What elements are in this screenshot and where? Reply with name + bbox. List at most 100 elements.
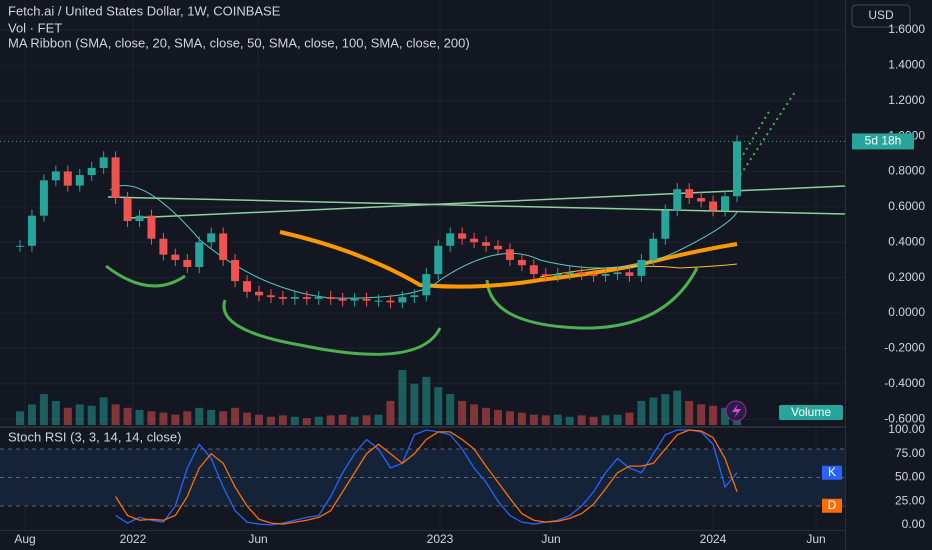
candle [123, 198, 132, 222]
candle [733, 141, 741, 197]
volume-bar [577, 415, 586, 425]
candle [661, 210, 670, 239]
price-tick-label: -0.2000 [884, 341, 925, 355]
countdown: 5d 18h [865, 134, 902, 148]
time-tick-label: 2024 [700, 532, 727, 546]
volume-bar [266, 416, 275, 425]
volume-bar [278, 415, 287, 425]
volume-bar [338, 414, 347, 425]
candle [195, 242, 204, 268]
flash-icon[interactable] [732, 404, 741, 418]
drawings [105, 91, 846, 356]
volume-bar [39, 394, 48, 425]
candle [482, 242, 491, 246]
currency[interactable]: USD [868, 8, 894, 22]
candle [338, 298, 347, 301]
volume-bar [147, 411, 156, 425]
curve [105, 264, 186, 288]
curve [485, 267, 699, 330]
d-label: D [828, 498, 837, 512]
price-tick-label: 1.2000 [888, 93, 925, 107]
currency-button[interactable] [851, 4, 911, 28]
candle [709, 201, 718, 211]
candle [350, 298, 359, 301]
candle [541, 274, 550, 276]
candle [243, 281, 252, 292]
d-tag [822, 498, 842, 513]
axis-border [845, 0, 846, 550]
candle [290, 297, 299, 299]
price-tick-label: 0.4000 [888, 234, 925, 248]
volume-bar [243, 412, 252, 425]
candle [374, 300, 383, 302]
candle [517, 259, 526, 266]
stoch-band [0, 449, 845, 506]
volume-bar [16, 411, 24, 425]
volume-bar [458, 400, 467, 425]
volume-bar [398, 370, 407, 425]
volume-bar [350, 416, 359, 425]
time-tick-label: Jun [806, 532, 825, 546]
volume-bar [63, 407, 72, 425]
volume-bar [195, 407, 204, 425]
candle [386, 300, 395, 303]
stoch-tick-label: 50.00 [895, 470, 925, 484]
volume-bar [207, 409, 216, 425]
volume-tag [779, 405, 843, 420]
volume-bar [422, 376, 431, 425]
candle [697, 198, 706, 202]
volume-bar [326, 415, 335, 425]
stoch-k [115, 429, 738, 526]
volume-bar [529, 414, 538, 425]
stoch-d [115, 429, 738, 525]
volume-bar [505, 411, 514, 425]
candle [87, 167, 96, 176]
candle [278, 297, 287, 299]
volume-bar [290, 416, 299, 425]
time-tick-label: 2023 [427, 532, 454, 546]
candle [326, 297, 335, 299]
volume-bar [434, 387, 443, 425]
volume-bar [649, 397, 658, 425]
time-tick-label: Jun [541, 532, 560, 546]
volume-bar [541, 415, 550, 425]
volume-bar [721, 407, 730, 425]
candle [649, 238, 658, 260]
candle [625, 272, 634, 276]
candle [721, 196, 730, 211]
candle [577, 272, 586, 275]
volume-bar [386, 400, 395, 425]
candle [207, 233, 216, 243]
price-tick-label: 0.8000 [888, 164, 925, 178]
volume-bar [183, 411, 192, 425]
candle [529, 265, 538, 275]
volume-bar [709, 405, 718, 425]
candle [147, 215, 156, 239]
candle [601, 274, 610, 276]
candle [673, 189, 682, 211]
candle [135, 215, 144, 222]
volume-bar [87, 405, 96, 425]
volume-bar [75, 404, 84, 425]
ma-ribbon [109, 185, 738, 299]
axis-border [0, 530, 845, 531]
candle [16, 245, 24, 247]
stoch-tick-label: 0.00 [902, 517, 926, 531]
candle [613, 272, 622, 275]
grid [0, 0, 845, 530]
volume-bar [159, 412, 168, 425]
candle [553, 274, 562, 276]
volume-bar [51, 400, 60, 425]
candle [446, 233, 455, 246]
candle [51, 171, 60, 181]
curve [222, 299, 442, 356]
volume-bar [697, 404, 706, 425]
volume-bar [314, 416, 323, 425]
trend-line [107, 196, 846, 215]
candle [410, 295, 419, 298]
volume-bar [625, 412, 634, 425]
candle [111, 157, 120, 199]
price-tick-label: 1.6000 [888, 22, 925, 36]
